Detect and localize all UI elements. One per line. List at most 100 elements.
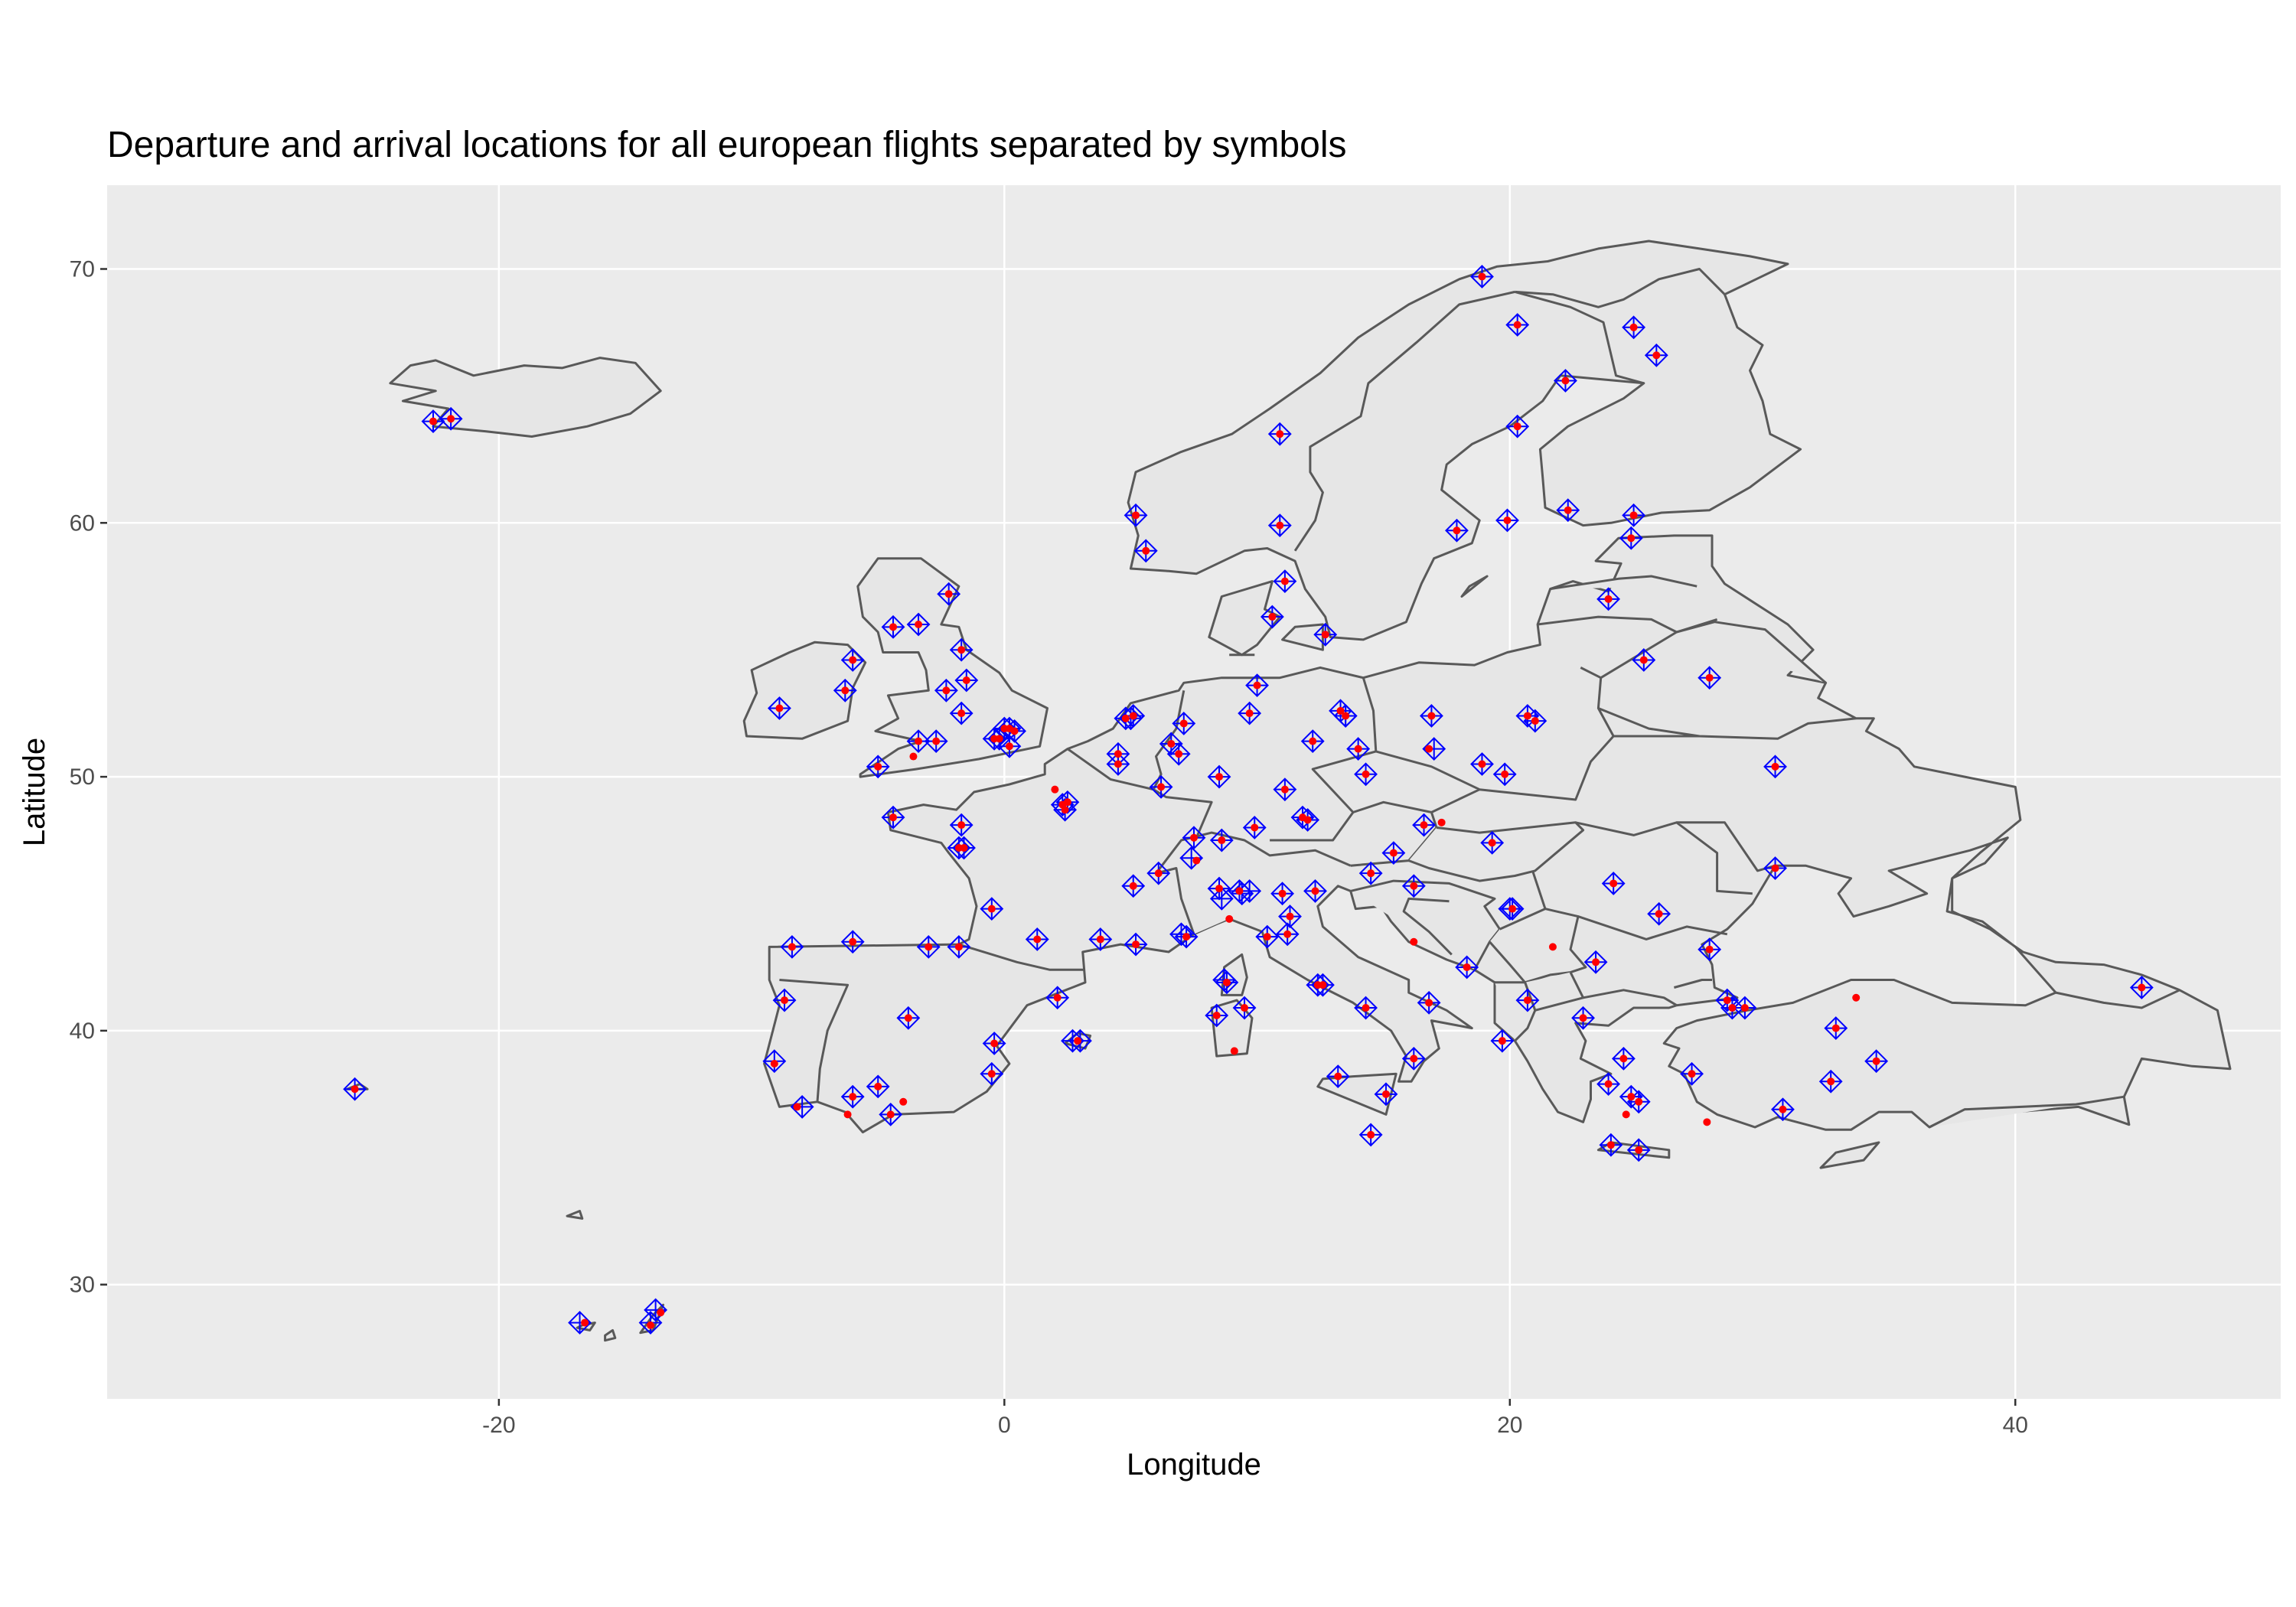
- departure-point: [1453, 526, 1461, 535]
- departure-point: [1215, 885, 1224, 893]
- departure-point: [1604, 1080, 1613, 1088]
- departure-point: [1309, 737, 1317, 745]
- departure-point: [1286, 912, 1294, 921]
- country-border-line: [1929, 1095, 2125, 1129]
- departure-point: [909, 752, 918, 761]
- departure-point: [1235, 887, 1244, 895]
- departure-point: [942, 686, 951, 695]
- departure-point: [1831, 1024, 1840, 1032]
- departure-point: [581, 1319, 589, 1327]
- departure-point: [1362, 1004, 1370, 1012]
- departure-point: [1280, 785, 1289, 794]
- departure-point: [1723, 996, 1731, 1005]
- departure-point: [1362, 770, 1370, 778]
- country-borders: [346, 240, 2232, 1342]
- departure-point: [915, 621, 923, 629]
- departure-point: [1010, 727, 1019, 735]
- departure-point: [1175, 750, 1183, 758]
- departure-point: [1381, 1090, 1390, 1098]
- departure-point: [1058, 800, 1067, 809]
- departure-point: [957, 709, 966, 718]
- departure-point: [886, 1110, 895, 1119]
- arrival-point: [1209, 886, 1234, 911]
- departure-point: [1705, 945, 1714, 953]
- arrival-symbol: [1209, 886, 1234, 911]
- departure-point: [1420, 821, 1428, 830]
- departure-point: [849, 1093, 857, 1101]
- x-tick-label: 20: [1497, 1413, 1522, 1438]
- departure-point: [1167, 739, 1176, 748]
- departure-point: [1336, 706, 1345, 715]
- departure-point: [1639, 656, 1648, 664]
- departure-point: [657, 1309, 665, 1317]
- country-border-line: [958, 943, 1085, 971]
- departure-point: [447, 415, 455, 423]
- departure-point: [1367, 1130, 1375, 1139]
- departure-point: [1311, 887, 1319, 895]
- departure-point: [1241, 1004, 1249, 1012]
- departure-point: [1561, 376, 1570, 385]
- departure-point: [1319, 981, 1327, 989]
- departure-point: [1096, 935, 1104, 944]
- departure-point: [1132, 940, 1140, 949]
- departure-point: [1652, 351, 1661, 360]
- departure-point: [1182, 933, 1191, 941]
- departure-point: [1513, 321, 1521, 329]
- departure-point: [1222, 978, 1231, 986]
- departure-point: [925, 943, 933, 951]
- departure-point: [1215, 773, 1224, 781]
- departure-point: [1498, 1037, 1506, 1045]
- departure-point: [1779, 1105, 1787, 1113]
- departure-point: [1334, 1072, 1342, 1081]
- departure-point: [1190, 833, 1198, 842]
- departure-point: [889, 623, 898, 631]
- departure-point: [849, 937, 857, 946]
- departure-point: [2138, 983, 2146, 992]
- departure-point: [1321, 631, 1329, 639]
- departure-point: [1592, 958, 1600, 966]
- departure-point: [1740, 1004, 1749, 1012]
- departure-point: [1627, 534, 1636, 543]
- departure-point: [1342, 712, 1350, 720]
- departure-point: [793, 1103, 801, 1111]
- departure-point: [429, 417, 437, 425]
- departure-point: [1053, 993, 1062, 1002]
- departure-point: [1157, 783, 1166, 791]
- departure-point: [1503, 516, 1512, 524]
- departure-point: [1367, 869, 1375, 878]
- y-axis-title: Latitude: [18, 738, 51, 846]
- x-tick-label: -20: [482, 1413, 515, 1438]
- departure-point: [1604, 595, 1613, 603]
- country-border-line: [1489, 908, 1587, 984]
- departure-point: [770, 1060, 778, 1068]
- departure-point: [849, 656, 857, 664]
- axis-ticks: -20 0 20 40 30 40 50 60 70: [70, 256, 2028, 1438]
- departure-point: [1276, 521, 1284, 530]
- departure-point: [351, 1085, 359, 1094]
- departure-point: [1276, 430, 1284, 438]
- departure-point: [1074, 1037, 1082, 1045]
- departure-point: [1478, 760, 1486, 768]
- country-border-line: [1293, 290, 1515, 552]
- departure-point: [990, 1039, 999, 1048]
- departure-point: [1389, 849, 1397, 857]
- departure-point: [1225, 914, 1234, 923]
- departure-point: [1501, 770, 1509, 778]
- departure-point: [1283, 930, 1292, 938]
- departure-point: [1703, 1118, 1711, 1126]
- departure-point: [1771, 762, 1779, 771]
- departure-point: [1564, 506, 1572, 514]
- country-border-line: [1537, 615, 1678, 634]
- chart-title: Departure and arrival locations for all …: [107, 125, 1347, 165]
- departure-point: [775, 704, 784, 712]
- land-zealand: [1281, 623, 1324, 651]
- departure-point: [987, 1070, 996, 1078]
- departure-point: [1129, 712, 1137, 720]
- y-tick-label: 30: [70, 1273, 95, 1298]
- departure-point: [1635, 1146, 1643, 1154]
- departure-point: [1129, 882, 1137, 890]
- country-border-line: [1375, 667, 1615, 801]
- departure-point: [1121, 714, 1130, 722]
- country-border-line: [779, 979, 850, 1102]
- departure-point: [1425, 999, 1433, 1007]
